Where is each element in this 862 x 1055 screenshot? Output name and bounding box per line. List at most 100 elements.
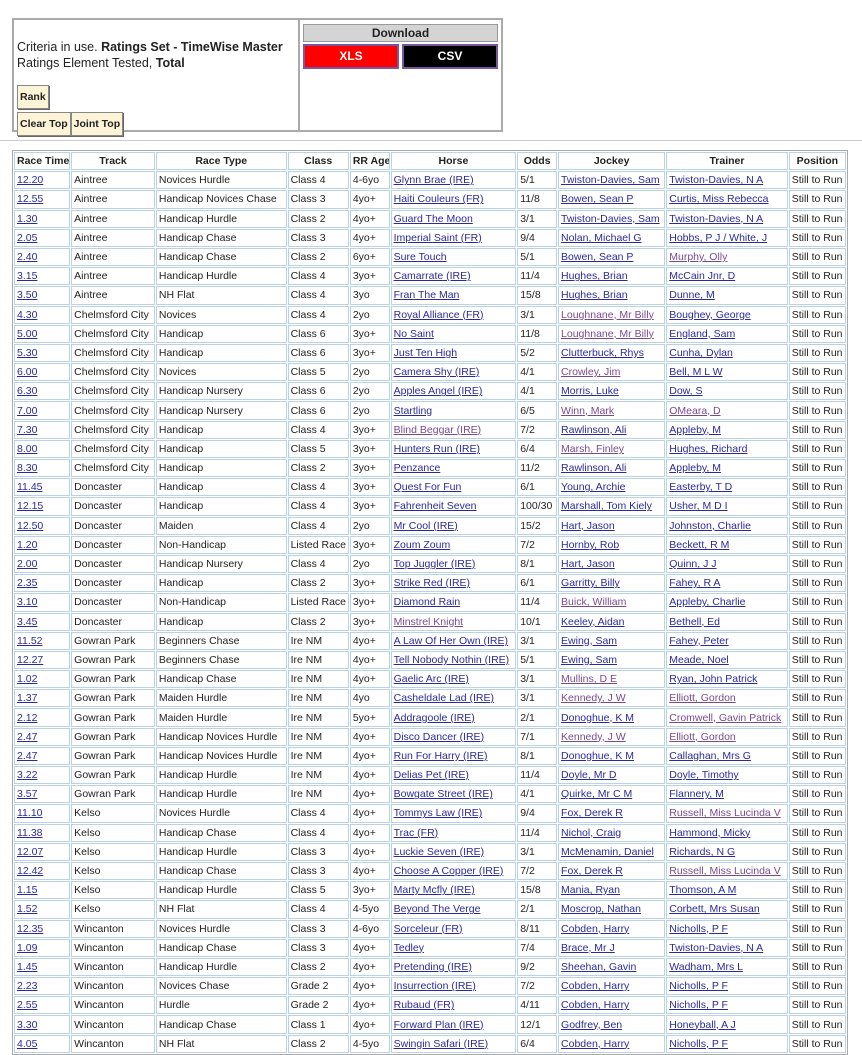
race-time-link[interactable]: 2.40 bbox=[17, 251, 38, 264]
jockey-link[interactable]: Loughnane, Mr Billy bbox=[561, 308, 654, 321]
horse-link[interactable]: Run For Harry (IRE) bbox=[393, 749, 488, 762]
race-time-link[interactable]: 2.47 bbox=[17, 730, 38, 743]
horse-link[interactable]: Startling bbox=[393, 404, 433, 417]
race-time-link[interactable]: 12.35 bbox=[17, 922, 44, 935]
horse-link[interactable]: Pretending (IRE) bbox=[393, 960, 472, 973]
race-time-link[interactable]: 3.10 bbox=[17, 596, 38, 609]
horse-link[interactable]: Delias Pet (IRE) bbox=[393, 769, 469, 782]
jockey-link[interactable]: Hornby, Rob bbox=[561, 538, 620, 551]
race-time-link[interactable]: 12.07 bbox=[17, 845, 44, 858]
jockey-link[interactable]: McMenamin, Daniel bbox=[561, 845, 654, 858]
race-time-link[interactable]: 6.30 bbox=[17, 385, 38, 398]
race-time-link[interactable]: 1.52 bbox=[17, 903, 38, 916]
trainer-link[interactable]: Hammond, Micky bbox=[669, 826, 751, 839]
race-time-link[interactable]: 6.00 bbox=[17, 366, 38, 379]
race-time-link[interactable]: 11.10 bbox=[17, 807, 43, 820]
jockey-link[interactable]: Marsh, Finley bbox=[561, 442, 625, 455]
horse-link[interactable]: Marty Mcfly (IRE) bbox=[393, 884, 475, 897]
trainer-link[interactable]: Murphy, Olly bbox=[669, 251, 728, 264]
horse-link[interactable]: Top Juggler (IRE) bbox=[393, 558, 476, 571]
jockey-link[interactable]: Rawlinson, Ali bbox=[561, 462, 627, 475]
race-time-link[interactable]: 12.42 bbox=[17, 865, 44, 878]
jockey-link[interactable]: Godfrey, Ben bbox=[561, 1018, 623, 1031]
jockey-link[interactable]: Brace, Mr J bbox=[561, 941, 615, 954]
horse-link[interactable]: Gaelic Arc (IRE) bbox=[393, 673, 469, 686]
trainer-link[interactable]: Russell, Miss Lucinda V bbox=[669, 807, 781, 820]
horse-link[interactable]: Haiti Couleurs (FR) bbox=[393, 193, 484, 206]
horse-link[interactable]: Beyond The Verge bbox=[393, 903, 481, 916]
jockey-link[interactable]: Donoghue, K M bbox=[561, 711, 634, 724]
horse-link[interactable]: No Saint bbox=[393, 327, 434, 340]
jockey-link[interactable]: Kennedy, J W bbox=[561, 730, 626, 743]
jockey-link[interactable]: Donoghue, K M bbox=[561, 749, 634, 762]
trainer-link[interactable]: Beckett, R M bbox=[669, 538, 730, 551]
horse-link[interactable]: Bowgate Street (IRE) bbox=[393, 788, 493, 801]
jockey-link[interactable]: Clutterbuck, Rhys bbox=[561, 346, 644, 359]
horse-link[interactable]: Disco Dancer (IRE) bbox=[393, 730, 485, 743]
horse-link[interactable]: Fahrenheit Seven bbox=[393, 500, 477, 513]
horse-link[interactable]: A Law Of Her Own (IRE) bbox=[393, 634, 508, 647]
trainer-link[interactable]: Flannery, M bbox=[669, 788, 724, 801]
jockey-link[interactable]: Hughes, Brian bbox=[561, 270, 628, 283]
race-time-link[interactable]: 2.55 bbox=[17, 999, 38, 1012]
horse-link[interactable]: Mr Cool (IRE) bbox=[393, 519, 458, 532]
trainer-link[interactable]: Elliott, Gordon bbox=[669, 692, 736, 705]
race-time-link[interactable]: 12.55 bbox=[17, 193, 44, 206]
jockey-link[interactable]: Hart, Jason bbox=[561, 558, 615, 571]
trainer-link[interactable]: Callaghan, Mrs G bbox=[669, 749, 751, 762]
race-time-link[interactable]: 11.45 bbox=[17, 481, 43, 494]
trainer-link[interactable]: Wadham, Mrs L bbox=[669, 960, 743, 973]
jockey-link[interactable]: Morris, Luke bbox=[561, 385, 619, 398]
jockey-link[interactable]: Marshall, Tom Kiely bbox=[561, 500, 652, 513]
horse-link[interactable]: Forward Plan (IRE) bbox=[393, 1018, 484, 1031]
race-time-link[interactable]: 7.00 bbox=[17, 404, 38, 417]
horse-link[interactable]: Casheldale Lad (IRE) bbox=[393, 692, 495, 705]
race-time-link[interactable]: 1.02 bbox=[17, 673, 38, 686]
jockey-link[interactable]: Cobden, Harry bbox=[561, 980, 630, 993]
trainer-link[interactable]: England, Sam bbox=[669, 327, 736, 340]
jockey-link[interactable]: Winn, Mark bbox=[561, 404, 615, 417]
trainer-link[interactable]: Meade, Noel bbox=[669, 653, 729, 666]
race-time-link[interactable]: 12.50 bbox=[17, 519, 44, 532]
race-time-link[interactable]: 1.30 bbox=[17, 212, 38, 225]
horse-link[interactable]: Camera Shy (IRE) bbox=[393, 366, 480, 379]
horse-link[interactable]: Royal Alliance (FR) bbox=[393, 308, 484, 321]
race-time-link[interactable]: 1.15 bbox=[17, 884, 38, 897]
trainer-link[interactable]: Thomson, A M bbox=[669, 884, 737, 897]
race-time-link[interactable]: 11.38 bbox=[17, 826, 43, 839]
horse-link[interactable]: Rubaud (FR) bbox=[393, 999, 455, 1012]
jockey-link[interactable]: Nolan, Michael G bbox=[561, 231, 642, 244]
jockey-link[interactable]: Ewing, Sam bbox=[561, 653, 618, 666]
jockey-link[interactable]: Twiston-Davies, Sam bbox=[561, 174, 660, 187]
jockey-link[interactable]: Rawlinson, Ali bbox=[561, 423, 627, 436]
trainer-link[interactable]: Twiston-Davies, N A bbox=[669, 941, 764, 954]
jockey-link[interactable]: Sheehan, Gavin bbox=[561, 960, 637, 973]
trainer-link[interactable]: Nicholls, P F bbox=[669, 980, 728, 993]
race-time-link[interactable]: 2.00 bbox=[17, 558, 38, 571]
horse-link[interactable]: Fran The Man bbox=[393, 289, 460, 302]
jockey-link[interactable]: Ewing, Sam bbox=[561, 634, 618, 647]
clear-top-button[interactable]: Clear Top bbox=[17, 112, 71, 136]
race-time-link[interactable]: 11.52 bbox=[17, 634, 43, 647]
jockey-link[interactable]: Fox, Derek R bbox=[561, 807, 623, 820]
horse-link[interactable]: Sure Touch bbox=[393, 251, 447, 264]
trainer-link[interactable]: Johnston, Charlie bbox=[669, 519, 751, 532]
race-time-link[interactable]: 8.00 bbox=[17, 442, 38, 455]
horse-link[interactable]: Glynn Brae (IRE) bbox=[393, 174, 474, 187]
race-time-link[interactable]: 5.00 bbox=[17, 327, 38, 340]
trainer-link[interactable]: OMeara, D bbox=[669, 404, 721, 417]
horse-link[interactable]: Strike Red (IRE) bbox=[393, 577, 471, 590]
trainer-link[interactable]: Doyle, Timothy bbox=[669, 769, 739, 782]
jockey-link[interactable]: Bowen, Sean P bbox=[561, 251, 634, 264]
race-time-link[interactable]: 2.12 bbox=[17, 711, 38, 724]
race-time-link[interactable]: 7.30 bbox=[17, 423, 38, 436]
trainer-link[interactable]: Boughey, George bbox=[669, 308, 751, 321]
jockey-link[interactable]: Young, Archie bbox=[561, 481, 626, 494]
race-time-link[interactable]: 4.30 bbox=[17, 308, 38, 321]
jockey-link[interactable]: Keeley, Aidan bbox=[561, 615, 625, 628]
race-time-link[interactable]: 1.45 bbox=[17, 960, 38, 973]
jockey-link[interactable]: Twiston-Davies, Sam bbox=[561, 212, 660, 225]
race-time-link[interactable]: 1.37 bbox=[17, 692, 38, 705]
jockey-link[interactable]: Mania, Ryan bbox=[561, 884, 620, 897]
csv-download-button[interactable]: CSV bbox=[402, 44, 498, 69]
